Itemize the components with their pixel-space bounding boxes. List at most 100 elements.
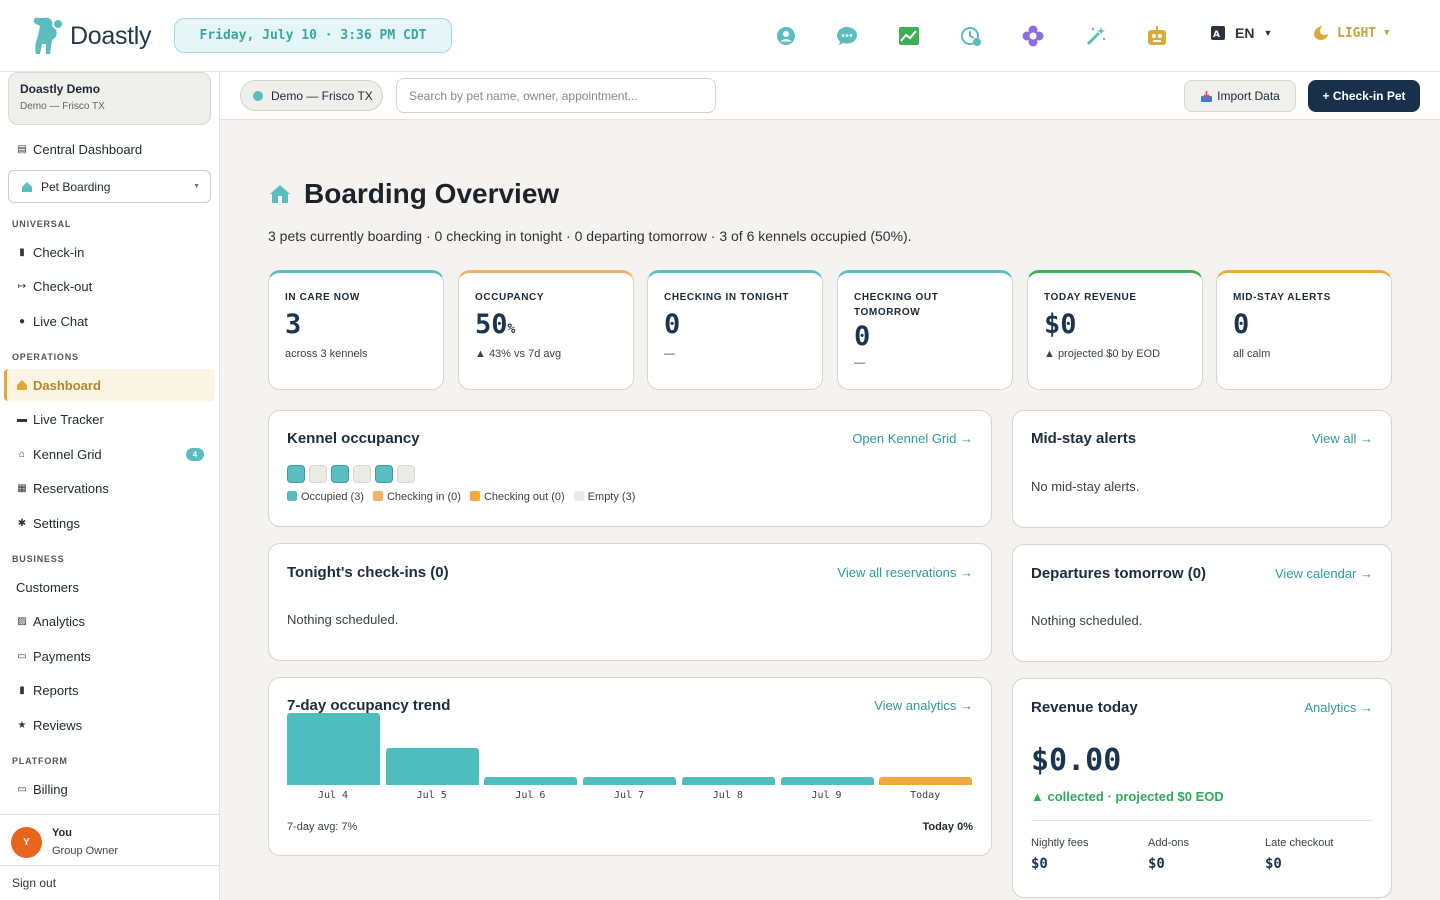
sidebar-item-reviews[interactable]: ★ Reviews: [17, 717, 83, 733]
sidebar-item-live-chat[interactable]: ● Live Chat: [8, 305, 214, 337]
sidebar-item-customers[interactable]: Customers: [16, 579, 79, 595]
page-subtitle: 3 pets currently boarding · 0 checking i…: [268, 228, 912, 244]
view-analytics-link[interactable]: View analytics →: [874, 698, 973, 713]
nightly-fees: Nightly fees $0: [1031, 837, 1089, 872]
sidebar-item-billing[interactable]: ▭ Billing: [17, 781, 68, 797]
org-switcher[interactable]: Doastly Demo Demo — Frisco TX: [8, 72, 211, 125]
layout-icon: ▤: [17, 143, 27, 155]
section-operations: OPERATIONS: [12, 352, 79, 362]
mid-stay-alerts-card: Mid-stay alerts View all → No mid-stay a…: [1012, 410, 1392, 528]
kennel-cell-occupied[interactable]: [331, 465, 349, 483]
section-business: BUSINESS: [12, 554, 65, 564]
credit-card-icon: ▭: [17, 650, 27, 662]
clock-icon[interactable]: [959, 24, 983, 48]
datetime-display: Friday, July 10 · 3:36 PM CDT: [174, 18, 452, 53]
chevron-down-icon: ▼: [1384, 28, 1390, 38]
logo-text: Doastly: [70, 21, 152, 50]
view-calendar-link[interactable]: View calendar →: [1274, 566, 1373, 581]
org-name: Doastly Demo: [20, 82, 101, 96]
status-dot: [253, 90, 263, 101]
kennel-cell-empty[interactable]: [353, 465, 371, 483]
translate-icon: A: [1211, 26, 1225, 40]
clipboard-icon: ▮: [19, 246, 25, 258]
kennel-legend: Occupied (3) Checking in (0) Checking ou…: [287, 491, 635, 503]
robot-icon[interactable]: [1145, 24, 1169, 48]
empty-message: No mid-stay alerts.: [1031, 479, 1140, 494]
image-chart-icon[interactable]: [897, 24, 921, 48]
sidebar-item-analytics[interactable]: ▨ Analytics: [17, 613, 86, 629]
kpi-in-care-now: IN CARE NOW 3 across 3 kennels: [268, 270, 444, 390]
top-bar: Doastly Friday, July 10 · 3:36 PM CDT A …: [0, 0, 1440, 72]
trend-bar-label: Jul 6: [515, 790, 546, 801]
chat-bubble-icon[interactable]: [835, 24, 859, 48]
view-all-alerts-link[interactable]: View all →: [1311, 431, 1373, 446]
sidebar-item-kennel-grid[interactable]: ⌂ Kennel Grid 4: [8, 438, 214, 470]
kpi-occupancy: OCCUPANCY 50% ▲ 43% vs 7d avg: [458, 270, 634, 390]
kennel-cell-empty[interactable]: [309, 465, 327, 483]
check-in-pet-button[interactable]: + Check-in Pet: [1308, 80, 1420, 112]
legend-empty: Empty (3): [573, 491, 635, 503]
card-title: Kennel occupancy: [287, 430, 420, 447]
sidebar-item-dashboard[interactable]: Dashboard: [4, 369, 215, 401]
kennel-cell-occupied[interactable]: [375, 465, 393, 483]
magic-wand-icon[interactable]: [1084, 24, 1108, 48]
trend-bar-label: Jul 9: [811, 790, 842, 801]
page-title: Boarding Overview: [268, 178, 559, 210]
sidebar-item-settings[interactable]: ✱ Settings: [17, 515, 80, 531]
section-universal: UNIVERSAL: [12, 219, 72, 229]
trend-bar-label: Today: [910, 790, 941, 801]
inbox-icon: [1201, 90, 1213, 102]
sidebar-item-central-dashboard[interactable]: ▤ Central Dashboard: [17, 141, 143, 157]
theme-label: LIGHT: [1337, 25, 1377, 41]
revenue-status: ▲ collected · projected $0 EOD: [1031, 789, 1224, 804]
module-select[interactable]: Pet Boarding ▼: [8, 170, 211, 203]
avatar: Y: [11, 827, 42, 858]
divider: [1031, 820, 1373, 821]
sidebar-item-check-in[interactable]: ▮ Check-in: [8, 236, 214, 268]
analytics-link[interactable]: Analytics →: [1304, 700, 1373, 715]
sidebar-item-live-tracker[interactable]: ▬ Live Tracker: [17, 411, 104, 427]
language-selector[interactable]: A EN ▼: [1210, 25, 1272, 41]
user-profile[interactable]: Y You Group Owner: [0, 814, 219, 866]
occupancy-trend-card: 7-day occupancy trend View analytics → J…: [268, 677, 992, 856]
section-platform: PLATFORM: [12, 756, 68, 766]
kennel-count-badge: 4: [186, 447, 204, 461]
theme-toggle[interactable]: LIGHT ▼: [1313, 25, 1390, 41]
exit-icon: ↦: [17, 280, 27, 292]
kpi-checking-out-tomorrow: CHECKING OUT TOMORROW 0 —: [837, 270, 1013, 390]
trend-bar: [287, 713, 380, 785]
search-input[interactable]: [396, 78, 716, 113]
kpi-mid-stay-alerts: MID-STAY ALERTS 0 all calm: [1216, 270, 1392, 390]
user-name: You: [52, 827, 72, 839]
credit-card-icon: ▭: [17, 783, 27, 795]
kennel-cell-empty[interactable]: [397, 465, 415, 483]
card-title: Revenue today: [1031, 699, 1138, 716]
import-data-button[interactable]: Import Data: [1184, 80, 1296, 112]
house-icon: [22, 181, 32, 192]
view-all-reservations-link[interactable]: View all reservations →: [837, 565, 973, 580]
gear-icon: ✱: [17, 517, 27, 529]
monitor-icon: ▬: [17, 413, 27, 425]
sidebar-item-check-out[interactable]: ↦ Check-out: [17, 278, 93, 294]
calendar-icon: ▦: [17, 482, 27, 494]
trend-bar: [583, 777, 677, 785]
sign-out-link[interactable]: Sign out: [0, 865, 219, 900]
card-title: Mid-stay alerts: [1031, 430, 1137, 447]
support-icon[interactable]: [774, 24, 798, 48]
revenue-amount: $0.00: [1031, 743, 1122, 778]
sidebar-item-payments[interactable]: ▭ Payments: [17, 648, 91, 664]
card-title: Departures tomorrow (0): [1031, 565, 1207, 582]
empty-message: Nothing scheduled.: [287, 612, 399, 627]
sidebar-item-reservations[interactable]: ▦ Reservations: [17, 480, 109, 496]
sidebar-item-reports[interactable]: ▮ Reports: [8, 674, 214, 706]
kennel-occupancy-card: Kennel occupancy Open Kennel Grid → Occu…: [268, 410, 992, 527]
logo[interactable]: Doastly: [30, 14, 152, 58]
trend-bar: [879, 777, 973, 785]
flower-icon[interactable]: [1021, 24, 1045, 48]
kennel-cell-occupied[interactable]: [287, 465, 305, 483]
trend-bar-label: Jul 7: [614, 790, 645, 801]
open-kennel-grid-link[interactable]: Open Kennel Grid →: [852, 431, 973, 446]
location-pill[interactable]: Demo — Frisco TX: [240, 80, 383, 111]
legend-checking-in: Checking in (0): [372, 491, 461, 503]
card-title: 7-day occupancy trend: [287, 697, 451, 714]
